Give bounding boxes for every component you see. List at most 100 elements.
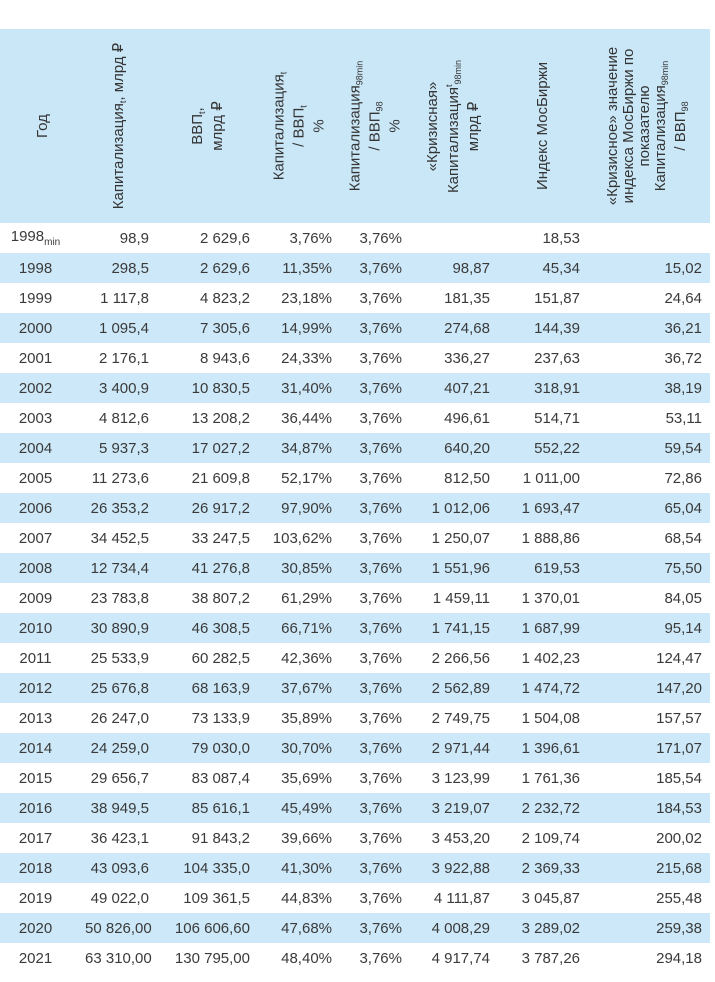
cell-cap98-to-gdp98: 3,76%: [359, 679, 402, 697]
year-cell: 2021: [18, 949, 53, 967]
cell-cap-to-gdp: 48,40%: [281, 949, 332, 967]
cell-capitalization: 36 423,1: [90, 829, 149, 847]
label-text: Капитализация: [346, 85, 363, 192]
cell-crisis-capitalization: 3 123,99: [431, 769, 490, 787]
cell-gdp: 33 247,5: [191, 529, 250, 547]
year-cell: 1998min: [10, 228, 61, 248]
cell-cap-to-gdp: 66,71%: [281, 619, 332, 637]
cell-crisis-moex-index: 215,68: [656, 859, 702, 877]
table-row-2009: 2009 23 783,8 38 807,2 61,29% 3,76% 1 459,11 1…: [0, 583, 710, 613]
cell-cap-to-gdp: 39,66%: [281, 829, 332, 847]
label-text: показателю: [636, 85, 653, 167]
year-cell: 2008: [18, 559, 53, 577]
year-cell: 2005: [18, 469, 53, 487]
cell-gdp: 104 335,0: [183, 859, 250, 877]
subscript: t: [196, 111, 207, 114]
year-cell: 2015: [18, 769, 53, 787]
cell-cap98-to-gdp98: 3,76%: [359, 769, 402, 787]
cell-capitalization: 3 400,9: [98, 379, 149, 397]
column-header-label: ВВПt, млрд ₽: [189, 101, 226, 151]
year-cell: 2009: [18, 589, 53, 607]
cell-cap98-to-gdp98: 3,76%: [359, 829, 402, 847]
year-cell: 2002: [18, 379, 53, 397]
table-row-2021: 2021 63 310,00 130 795,00 48,40% 3,76% 4 917,…: [0, 943, 710, 973]
cell-crisis-capitalization: 496,61: [444, 409, 490, 427]
table-row-1998min: 1998min 98,9 2 629,6 3,76% 3,76% 18,53: [0, 223, 710, 253]
cell-gdp: 68 163,9: [191, 679, 250, 697]
cell-gdp: 8 943,6: [199, 349, 250, 367]
cell-cap-to-gdp: 35,89%: [281, 709, 332, 727]
year-cell: 2001: [18, 349, 53, 367]
cell-cap-to-gdp: 97,90%: [281, 499, 332, 517]
cell-crisis-moex-index: 147,20: [656, 679, 702, 697]
column-header-year: Год: [0, 29, 85, 223]
cell-cap98-to-gdp98: 3,76%: [359, 289, 402, 307]
cell-cap-to-gdp: 30,85%: [281, 559, 332, 577]
cell-cap-to-gdp: 31,40%: [281, 379, 332, 397]
cell-moex-index: 1 011,00: [522, 469, 580, 487]
header-line: млрд ₽: [466, 59, 483, 192]
cell-capitalization: 24 259,0: [90, 739, 149, 757]
cell-gdp: 7 305,6: [199, 319, 250, 337]
cell-crisis-capitalization: 181,35: [444, 289, 490, 307]
cell-cap98-to-gdp98: 3,76%: [359, 739, 402, 757]
cell-moex-index: 552,22: [534, 439, 580, 457]
cell-cap-to-gdp: 45,49%: [281, 799, 332, 817]
table-row-2008: 2008 12 734,4 41 276,8 30,85% 3,76% 1 551,96 6…: [0, 553, 710, 583]
cell-capitalization: 2 176,1: [98, 349, 149, 367]
cell-capitalization: 298,5: [111, 259, 149, 277]
cell-crisis-capitalization: 4 111,87: [433, 889, 490, 907]
header-line: Капитализация98min: [346, 61, 367, 192]
cell-capitalization: 1 117,8: [100, 289, 149, 307]
cell-cap98-to-gdp98: 3,76%: [359, 919, 402, 937]
year-subscript: min: [44, 237, 61, 248]
cell-capitalization: 25 533,9: [90, 649, 149, 667]
year-cell: 2004: [18, 439, 53, 457]
cell-crisis-capitalization: 2 266,56: [431, 649, 490, 667]
table-row-2014: 2014 24 259,0 79 030,0 30,70% 3,76% 2 971,44 1…: [0, 733, 710, 763]
cell-capitalization: 26 353,2: [90, 499, 149, 517]
cell-crisis-capitalization: 640,20: [444, 439, 490, 457]
cell-gdp: 21 609,8: [191, 469, 250, 487]
cell-crisis-moex-index: 124,47: [656, 649, 702, 667]
cell-moex-index: 1 687,99: [521, 619, 580, 637]
table-body: 1998min 98,9 2 629,6 3,76% 3,76% 18,53 1998 298…: [0, 223, 710, 973]
label-text: / ВВП: [672, 111, 689, 151]
cell-crisis-moex-index: 157,57: [656, 709, 702, 727]
header-line: ВВПt,: [189, 101, 210, 151]
cell-cap98-to-gdp98: 3,76%: [359, 649, 402, 667]
table-row-2006: 2006 26 353,2 26 917,2 97,90% 3,76% 1 012,06 1…: [0, 493, 710, 523]
table-row-2019: 2019 49 022,0 109 361,5 44,83% 3,76% 4 111,87…: [0, 883, 710, 913]
column-header-label: Капитализацияt, млрд ₽: [110, 43, 131, 209]
cell-cap98-to-gdp98: 3,76%: [359, 949, 402, 967]
cell-gdp: 91 843,2: [191, 829, 250, 847]
column-header-label: Капитализация98min / ВВП98%: [346, 61, 403, 192]
cell-cap-to-gdp: 24,33%: [281, 349, 332, 367]
label-text: / ВВП: [290, 107, 307, 147]
cell-moex-index: 45,34: [542, 259, 580, 277]
cell-gdp: 85 616,1: [191, 799, 250, 817]
cell-cap98-to-gdp98: 3,76%: [359, 799, 402, 817]
table-row-2011: 2011 25 533,9 60 282,5 42,36% 3,76% 2 266,56 1…: [0, 643, 710, 673]
cell-capitalization: 38 949,5: [90, 799, 149, 817]
header-line: Капитализацияt98min: [442, 59, 467, 192]
table-row-1999: 1999 1 117,8 4 823,2 23,18% 3,76% 181,35 151,8…: [0, 283, 710, 313]
cell-capitalization: 50 826,00: [85, 919, 152, 937]
table-row-2004: 2004 5 937,3 17 027,2 34,87% 3,76% 640,20 552,…: [0, 433, 710, 463]
table-row-2000: 2000 1 095,4 7 305,6 14,99% 3,76% 274,68 144,3…: [0, 313, 710, 343]
cell-cap-to-gdp: 3,76%: [289, 229, 332, 247]
cell-moex-index: 1 396,61: [521, 739, 580, 757]
cell-crisis-moex-index: 53,11: [665, 409, 702, 427]
cell-gdp: 109 361,5: [183, 889, 250, 907]
cell-cap-to-gdp: 61,29%: [281, 589, 332, 607]
cell-moex-index: 1 504,08: [521, 709, 580, 727]
subscript: t: [298, 105, 308, 108]
cell-crisis-capitalization: 2 971,44: [431, 739, 490, 757]
year-cell: 1998: [18, 259, 53, 277]
table-row-2001: 2001 2 176,1 8 943,6 24,33% 3,76% 336,27 237,6…: [0, 343, 710, 373]
cell-crisis-capitalization: 1 459,11: [432, 589, 490, 607]
cell-cap-to-gdp: 14,99%: [281, 319, 332, 337]
capitalization-table: Год Капитализацияt, млрд ₽ ВВПt, млрд ₽ Капи…: [0, 29, 710, 973]
column-header-crisis-moex-index: «Кризисное» значение индекса МосБиржи по п…: [588, 29, 710, 223]
label-text: индекса МосБиржи по: [620, 48, 637, 204]
